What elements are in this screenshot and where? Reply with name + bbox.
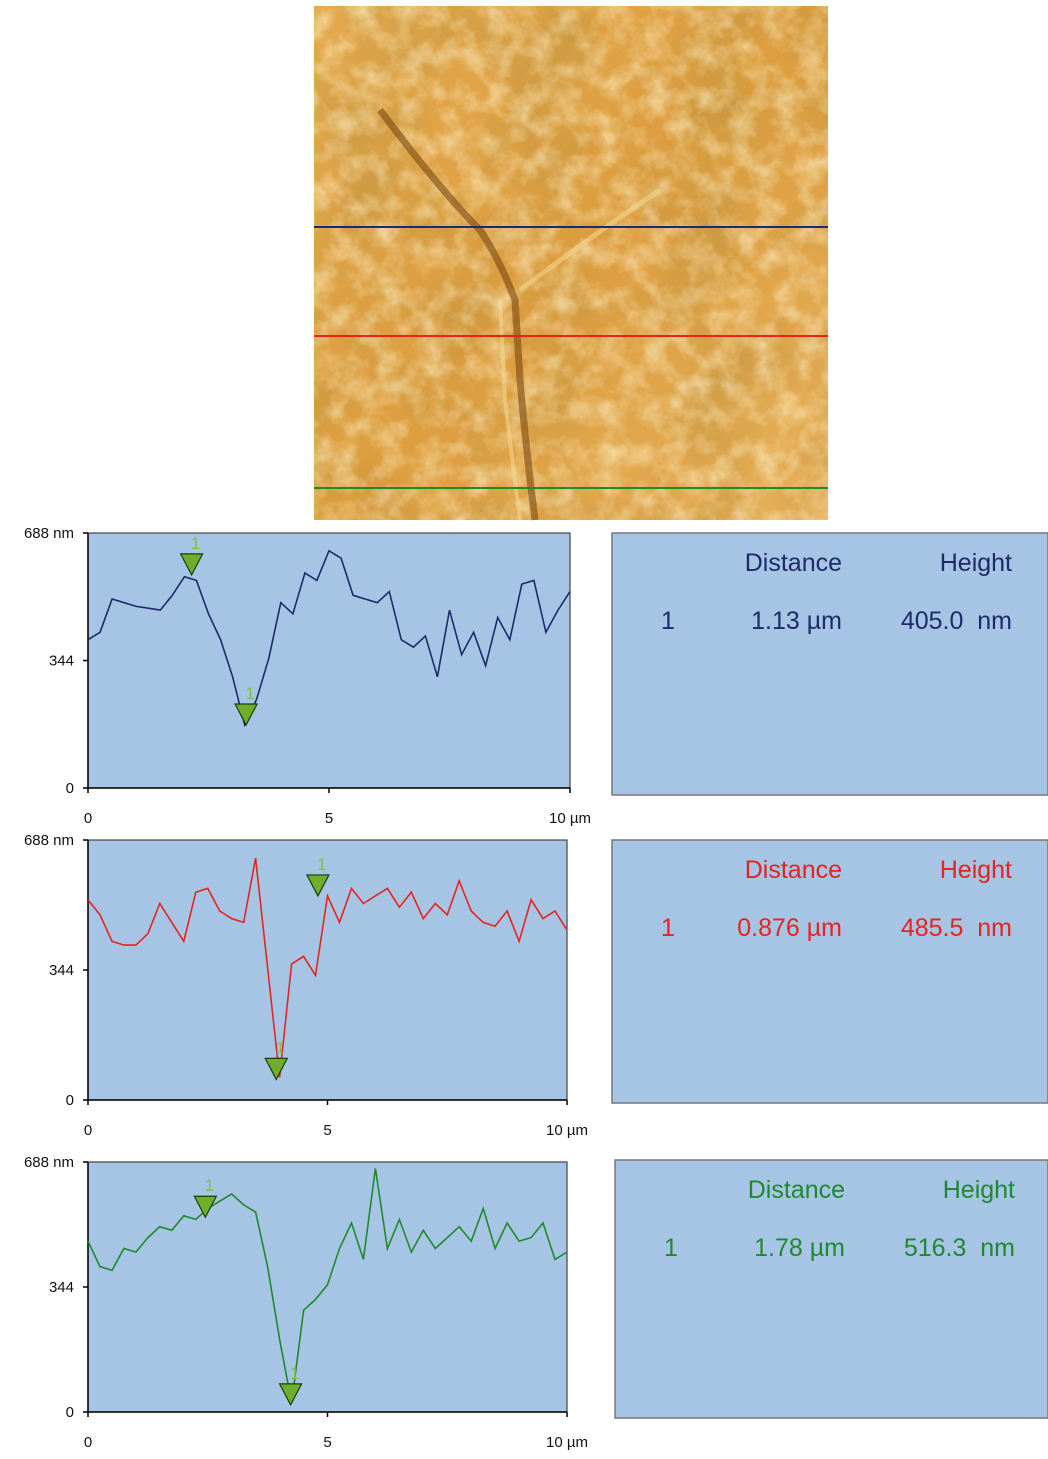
cursor-marker (234, 703, 259, 727)
table-header: Height (940, 856, 1012, 884)
profile-line (87, 549, 571, 728)
cursor-marker (193, 1195, 218, 1219)
table-header: Height (940, 549, 1012, 577)
cursor-marker (278, 1383, 303, 1407)
table-cell: 1.78 µm (754, 1234, 845, 1262)
table-cell: 1.13 µm (751, 607, 842, 635)
table-cell: 1 (664, 1234, 678, 1262)
x-tick-label: 10 µm (546, 1122, 588, 1139)
x-tick-label: 10 µm (546, 1434, 588, 1451)
table-header: Distance (748, 1176, 845, 1204)
x-tick-label: 5 (323, 1434, 331, 1451)
y-tick-label: 0 (66, 1092, 74, 1109)
table-cell: 516.3 nm (904, 1234, 1015, 1262)
x-tick-label: 0 (84, 1434, 92, 1451)
table-cell: 1 (661, 914, 675, 942)
cursor-label: 1 (276, 1038, 285, 1057)
y-tick-label: 344 (49, 962, 74, 979)
y-tick-label: 0 (66, 780, 74, 797)
x-tick-label: 10 µm (549, 810, 591, 827)
cursor-marker (264, 1057, 289, 1081)
x-tick-label: 0 (84, 810, 92, 827)
table-panel (614, 1159, 1048, 1419)
table-header: Height (943, 1176, 1015, 1204)
plot-area (87, 1161, 568, 1413)
y-tick-label: 688 nm (24, 525, 74, 542)
table-cell: 485.5 nm (901, 914, 1012, 942)
plot-area (87, 532, 571, 789)
cursor-label: 1 (191, 534, 200, 553)
table-panel (611, 532, 1048, 796)
table-cell: 0.876 µm (737, 914, 842, 942)
table-panel (611, 839, 1048, 1104)
afm-image (314, 6, 828, 521)
x-tick-label: 5 (323, 1122, 331, 1139)
cursor-label: 1 (290, 1364, 299, 1383)
table-cell: 1 (661, 607, 675, 635)
y-tick-label: 344 (49, 1279, 74, 1296)
x-tick-label: 0 (84, 1122, 92, 1139)
table-header: Distance (745, 549, 842, 577)
cursor-label: 1 (317, 855, 326, 874)
y-tick-label: 688 nm (24, 832, 74, 849)
y-tick-label: 344 (49, 653, 74, 670)
cursor-label: 1 (205, 1176, 214, 1195)
profile-line (87, 1168, 568, 1404)
cursor-label: 1 (245, 684, 254, 703)
table-header: Distance (745, 856, 842, 884)
y-tick-label: 688 nm (24, 1154, 74, 1171)
table-cell: 405.0 nm (901, 607, 1012, 635)
cursor-marker (179, 553, 204, 577)
profile-line (87, 857, 568, 1078)
x-tick-label: 5 (325, 810, 333, 827)
plot-area (87, 839, 568, 1101)
cursor-marker (305, 874, 330, 898)
y-tick-label: 0 (66, 1404, 74, 1421)
